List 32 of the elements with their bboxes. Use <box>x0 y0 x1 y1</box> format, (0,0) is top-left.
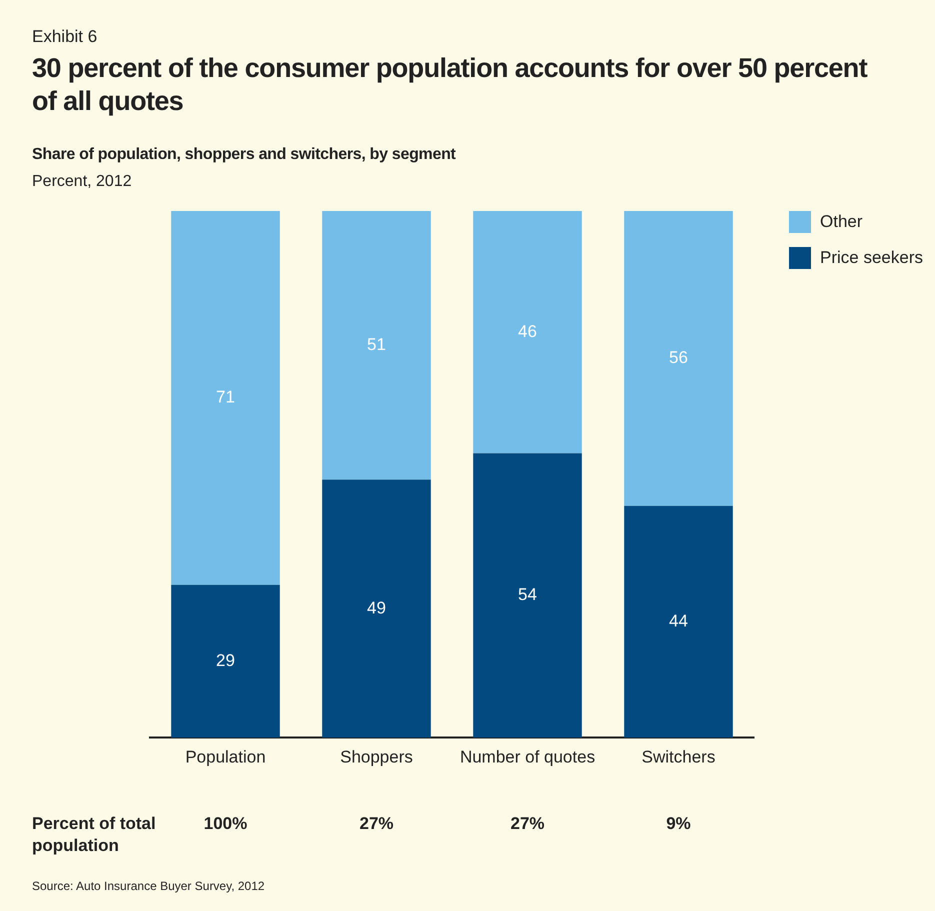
legend-label: Price seekers <box>820 248 923 268</box>
x-axis-title: Percent, 2012 <box>32 173 132 191</box>
bar <box>171 211 280 585</box>
data-label: 54 <box>518 585 537 604</box>
text: 27% <box>359 814 394 834</box>
data-label: 46 <box>518 322 537 341</box>
bar <box>473 453 582 738</box>
text: 9% <box>666 814 691 834</box>
bar <box>322 480 431 738</box>
bar <box>322 211 431 480</box>
chart-subtitle: Exhibit 6 <box>32 27 98 47</box>
bar <box>624 506 733 738</box>
y-axis-title: Share of population, shoppers and switchers, by segment <box>32 146 456 164</box>
x-tick-label: Switchers <box>642 747 716 766</box>
data-label: 49 <box>367 598 386 618</box>
x-tick-label: Population <box>185 747 266 766</box>
source-note: Source: Auto Insurance Buyer Survey, 2012 <box>32 879 265 893</box>
data-label: 56 <box>669 348 688 368</box>
text: Percent of total population <box>32 814 156 856</box>
x-tick-label: Number of quotes <box>460 747 596 766</box>
bar <box>473 211 582 454</box>
bar <box>624 211 733 506</box>
chart-title: 30 percent of the consumer population accounts for over 50 percent of all quotes <box>32 52 868 118</box>
legend-label: Other <box>820 212 863 232</box>
data-label: 51 <box>367 334 386 354</box>
bar <box>171 584 280 738</box>
data-label: 44 <box>669 611 688 630</box>
data-label: 71 <box>216 388 235 407</box>
text: 27% <box>510 814 545 834</box>
data-label: 29 <box>216 650 235 670</box>
x-tick-label: Shoppers <box>340 747 413 766</box>
text: 100% <box>204 814 248 834</box>
